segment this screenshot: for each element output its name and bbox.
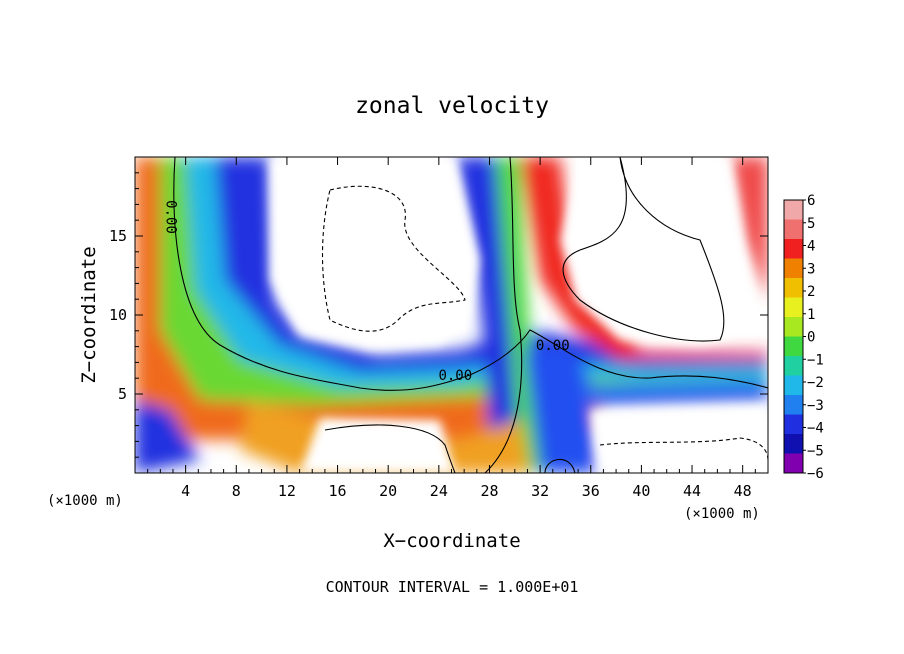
y-tick-label: 10 — [109, 306, 127, 324]
contour-label: 0.00 — [163, 200, 179, 234]
x-unit-left: (×1000 m) — [47, 493, 123, 509]
x-tick-label: 4 — [181, 482, 190, 500]
zero-contour-main — [173, 157, 768, 391]
band-mid-blue-2 — [525, 345, 600, 473]
colorbar-swatch — [784, 375, 803, 396]
chart-title: zonal velocity — [355, 93, 549, 119]
x-tick-label: 16 — [329, 482, 347, 500]
colorbar-tick-label: 5 — [807, 216, 815, 232]
colorbar-swatch — [784, 317, 803, 337]
colorbar-swatch — [784, 278, 803, 298]
x-tick-label: 20 — [379, 482, 397, 500]
colorbar-swatch — [784, 356, 803, 376]
x-tick-label: 32 — [531, 482, 549, 500]
colorbar-tick-label: 1 — [807, 307, 815, 323]
colorbar-swatch — [784, 258, 803, 279]
contour-interval-footer: CONTOUR INTERVAL = 1.000E+01 — [326, 578, 579, 596]
contour-lower-mid — [324, 424, 456, 473]
y-tick-label: 5 — [118, 385, 127, 403]
calm-lower-right — [590, 405, 768, 473]
x-tick-label: 28 — [480, 482, 498, 500]
colorbar-tick-label: −1 — [807, 352, 824, 368]
colorbar-tick-label: −5 — [807, 443, 824, 459]
colorbar-tick-label: −4 — [807, 421, 824, 437]
colorbar: 6 5 4 3 2 1 0 −1 −2 −3 −4 −5 −6 — [783, 193, 824, 482]
colorbar-swatch — [784, 219, 803, 240]
band-mid-red — [520, 157, 768, 360]
contour-label: 0.00 — [438, 368, 472, 384]
contour-jet-bottom — [544, 458, 576, 473]
zero-contour-right — [562, 157, 725, 342]
x-tick-label: 24 — [430, 482, 448, 500]
x-tick-label: 48 — [734, 482, 752, 500]
colorbar-tick-label: 3 — [807, 261, 815, 277]
calm-upper-right — [560, 157, 760, 345]
x-unit-right: (×1000 m) — [684, 506, 760, 522]
colorbar-swatch — [784, 414, 803, 435]
colorbar-tick-label: 4 — [807, 239, 815, 255]
contour-lines — [173, 157, 768, 473]
calm-regions — [270, 157, 768, 473]
contour-label: 0.00 — [536, 338, 570, 354]
calm-lower-mid — [300, 418, 455, 473]
band-right-red — [730, 157, 768, 300]
x-tick-label: 40 — [632, 482, 650, 500]
band-left-edge-purple — [135, 400, 200, 473]
zero-contour-jet — [484, 157, 523, 473]
colorbar-swatch — [784, 297, 803, 318]
colorbar-tick-label: 2 — [807, 284, 815, 300]
x-tick-label: 12 — [278, 482, 296, 500]
colorbar-tick-label: −2 — [807, 375, 824, 391]
colorbar-tick-label: 6 — [807, 193, 815, 209]
contour-labels: 0.00 0.00 0.00 — [163, 200, 570, 384]
x-tick-label: 36 — [582, 482, 600, 500]
colorbar-swatch — [784, 239, 803, 259]
dashed-contour-upper — [321, 185, 466, 332]
colorbar-swatch — [784, 200, 803, 220]
band-right-lower-cyan — [580, 380, 768, 410]
colorbar-swatch — [784, 453, 803, 474]
y-tick-label: 15 — [109, 227, 127, 245]
colorbar-tick-label: −6 — [807, 466, 824, 482]
x-axis-label: X−coordinate — [383, 530, 520, 552]
y-axis-label: Z−coordinate — [78, 246, 100, 383]
colorbar-swatch — [784, 434, 803, 454]
colorbar-tick-label: 0 — [807, 330, 815, 346]
x-tick-label: 44 — [683, 482, 701, 500]
x-axis-ticks: 4 8 12 16 20 24 28 32 36 40 44 48 — [147, 157, 756, 500]
band-left-green — [160, 157, 768, 405]
velocity-field — [135, 157, 768, 473]
y-axis-ticks: 5 10 15 — [109, 172, 768, 458]
colorbar-swatch — [784, 336, 803, 357]
colorbar-tick-label: −3 — [807, 398, 824, 414]
x-tick-label: 8 — [232, 482, 241, 500]
dashed-contour-lower-right — [599, 437, 768, 461]
colorbar-swatch — [784, 395, 803, 415]
calm-upper-left — [270, 157, 480, 350]
